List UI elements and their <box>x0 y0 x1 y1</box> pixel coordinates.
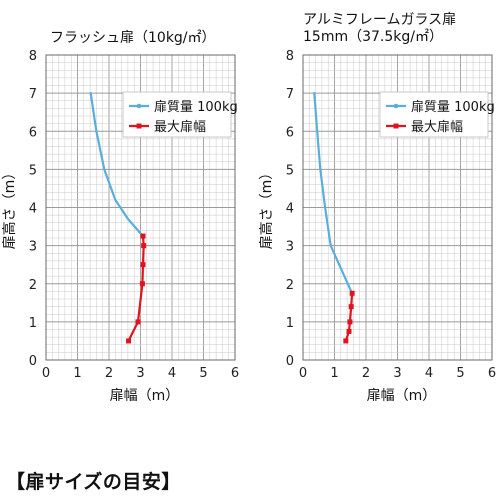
data-point-marker <box>140 233 146 239</box>
x-tick-label: 1 <box>73 366 81 381</box>
data-point-marker <box>135 319 141 325</box>
y-tick-label: 6 <box>286 125 294 140</box>
series-line-1 <box>313 91 354 295</box>
x-axis-label: 扉幅（m） <box>367 388 437 404</box>
x-tick-label: 6 <box>231 366 239 381</box>
y-tick-label: 3 <box>286 240 294 255</box>
y-tick-label: 7 <box>286 87 294 102</box>
legend-label: 最大扉幅 <box>154 119 206 135</box>
y-tick-label: 6 <box>29 125 37 140</box>
data-point-marker <box>141 243 147 249</box>
data-point-marker <box>343 338 349 344</box>
x-tick-label: 5 <box>456 366 464 381</box>
y-tick-label: 2 <box>29 278 37 293</box>
y-tick-label: 7 <box>29 87 37 102</box>
x-tick-label: 5 <box>199 366 207 381</box>
y-tick-label: 8 <box>29 49 37 64</box>
x-tick-label: 3 <box>393 366 401 381</box>
y-tick-label: 2 <box>286 278 294 293</box>
legend-label: 扉質量 100kg <box>154 99 238 115</box>
legend-marker <box>393 123 399 129</box>
y-axis-label: 扉高さ（m） <box>258 166 275 250</box>
chart-2: 0 1 2 3 4 5 6 0 1 2 3 4 5 6 7 8 アルミフレームガラス扉15mm（37.5kg/㎡… <box>258 12 496 404</box>
y-tick-label: 1 <box>286 316 294 331</box>
data-point-marker <box>126 338 132 344</box>
footer-caption: 【扉サイズの目安】 <box>6 471 181 493</box>
x-tick-label: 3 <box>136 366 144 381</box>
x-tick-label: 2 <box>105 366 113 381</box>
x-tick-label: 2 <box>362 366 370 381</box>
y-tick-label: 5 <box>286 163 294 178</box>
x-tick-label: 4 <box>425 366 433 381</box>
y-tick-label: 8 <box>286 49 294 64</box>
legend-marker <box>136 103 142 109</box>
data-point-marker <box>346 328 352 334</box>
legend-label: 扉質量 100kg <box>411 99 495 115</box>
y-tick-label: 3 <box>29 240 37 255</box>
legend-box <box>379 91 489 138</box>
x-tick-label: 0 <box>42 366 50 381</box>
y-tick-label: 4 <box>29 202 37 217</box>
y-tick-label: 5 <box>29 163 37 178</box>
data-point-marker <box>347 319 353 325</box>
x-tick-label: 1 <box>330 366 338 381</box>
chart-title: フラッシュ扉（10kg/㎡） <box>50 30 216 46</box>
data-point-marker <box>140 262 146 268</box>
plot-frame <box>302 54 493 361</box>
x-axis-label: 扉幅（m） <box>110 388 180 404</box>
x-tick-label: 4 <box>168 366 176 381</box>
y-tick-label: 0 <box>286 354 294 369</box>
chart-title: アルミフレームガラス扉 <box>303 12 456 28</box>
series-line-1 <box>89 91 145 238</box>
data-point-marker <box>348 304 354 310</box>
data-point-marker <box>349 290 355 296</box>
legend-box <box>122 91 232 138</box>
y-tick-label: 1 <box>29 316 37 331</box>
data-point-marker <box>139 281 145 287</box>
plot-frame <box>45 54 236 361</box>
legend-label: 最大扉幅 <box>411 119 463 135</box>
x-tick-label: 6 <box>488 366 496 381</box>
y-axis-label: 扉高さ（m） <box>1 166 18 250</box>
legend-marker <box>393 103 399 109</box>
x-tick-label: 0 <box>299 366 307 381</box>
legend-marker <box>136 123 142 129</box>
chart-title: 15mm（37.5kg/㎡） <box>303 29 443 45</box>
y-tick-label: 0 <box>29 354 37 369</box>
chart-1: 0 1 2 3 4 5 6 0 1 2 3 4 5 6 7 8 フラッシュ扉（10kg/㎡） 扉幅（m） 扉高さ（m… <box>1 30 239 404</box>
y-tick-label: 4 <box>286 202 294 217</box>
